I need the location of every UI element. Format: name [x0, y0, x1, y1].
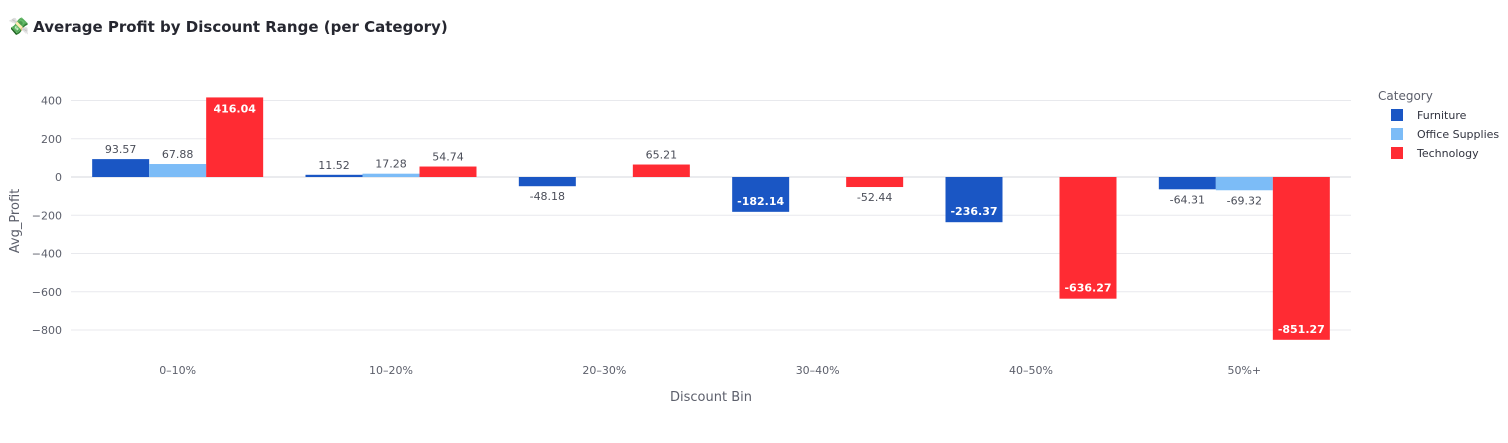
bar[interactable]: [149, 164, 207, 177]
bar[interactable]: [846, 177, 904, 188]
bar[interactable]: [632, 164, 690, 177]
x-tick-label: 50%+: [1227, 364, 1261, 377]
data-label: -64.31: [1170, 193, 1205, 206]
bar[interactable]: [419, 166, 477, 177]
x-tick-label: 20–30%: [582, 364, 626, 377]
data-label: 11.52: [318, 159, 350, 172]
data-label: 65.21: [646, 149, 678, 162]
legend-label: Technology: [1416, 147, 1479, 160]
data-label: -851.27: [1278, 323, 1325, 336]
legend-swatch: [1391, 147, 1403, 159]
bar[interactable]: [1272, 177, 1330, 340]
data-label: 93.57: [105, 143, 137, 156]
bar[interactable]: [1158, 177, 1216, 190]
legend-label: Office Supplies: [1417, 128, 1499, 141]
y-axis-title: Avg_Profit: [8, 189, 23, 254]
y-tick-label: −400: [32, 248, 62, 261]
chart-title: 💸 Average Profit by Discount Range (per …: [8, 18, 448, 36]
y-tick-label: −600: [32, 286, 62, 299]
data-label: -48.18: [530, 190, 565, 203]
bar[interactable]: [1215, 177, 1273, 191]
legend[interactable]: Category Furniture Office Supplies Technol…: [1378, 89, 1499, 160]
data-labels: 93.57 11.52 -48.18 -182.14 -236.37 -64.31 67.8…: [105, 102, 1325, 335]
y-tick-label: 0: [55, 171, 62, 184]
data-label: 54.74: [432, 151, 464, 164]
bars: [92, 97, 1330, 340]
legend-swatch: [1391, 109, 1403, 121]
x-tick-label: 10–20%: [369, 364, 413, 377]
y-tick-label: 400: [41, 95, 62, 108]
data-label: -182.14: [737, 195, 784, 208]
x-axis-title: Discount Bin: [670, 390, 752, 405]
legend-swatch: [1391, 128, 1403, 140]
chart-title-text: Average Profit by Discount Range (per Ca…: [33, 18, 448, 36]
bar[interactable]: [945, 177, 1003, 223]
y-tick-label: −200: [32, 209, 62, 222]
bar[interactable]: [362, 173, 420, 177]
x-tick-label: 0–10%: [159, 364, 196, 377]
legend-label: Furniture: [1417, 109, 1467, 122]
bar[interactable]: [206, 97, 264, 177]
bar[interactable]: [305, 174, 363, 177]
data-label: -69.32: [1227, 194, 1262, 207]
y-tick-label: −800: [32, 324, 62, 337]
x-axis-ticks: 0–10% 10–20% 20–30% 30–40% 40–50% 50%+: [159, 364, 1261, 377]
data-label: -636.27: [1064, 282, 1111, 295]
bar[interactable]: [92, 159, 150, 177]
data-label: 67.88: [162, 148, 194, 161]
gridlines: [71, 100, 1351, 331]
data-label: 416.04: [213, 102, 256, 115]
legend-title: Category: [1378, 89, 1433, 103]
x-tick-label: 30–40%: [796, 364, 840, 377]
data-label: -52.44: [857, 191, 892, 204]
data-label: -236.37: [950, 205, 997, 218]
money-icon: 💸: [8, 16, 30, 37]
y-tick-label: 200: [41, 133, 62, 146]
bar[interactable]: [732, 177, 790, 212]
data-label: 17.28: [375, 158, 407, 171]
bar[interactable]: [518, 177, 576, 187]
x-tick-label: 40–50%: [1009, 364, 1053, 377]
bar[interactable]: [1059, 177, 1117, 299]
y-axis-ticks: 400 200 0 −200 −400 −600 −800: [32, 95, 62, 338]
